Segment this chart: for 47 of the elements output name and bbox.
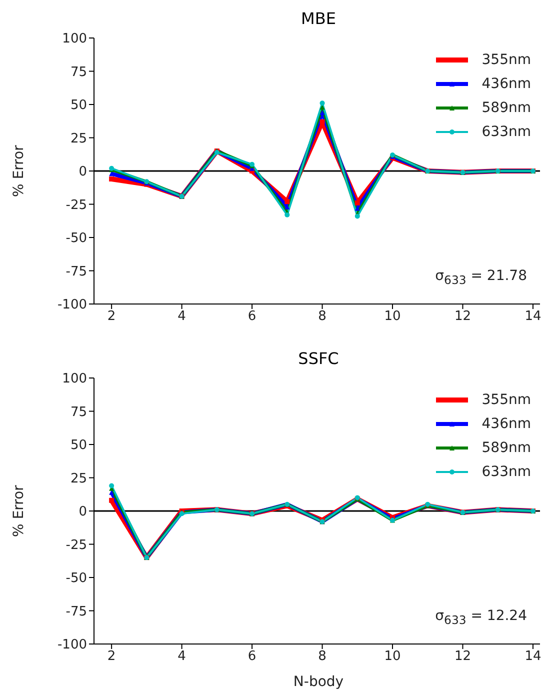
x-tick-label: 12 xyxy=(454,649,472,664)
y-tick-label: 100 xyxy=(62,32,87,47)
y-axis-title: % Error xyxy=(10,484,27,537)
y-tick-label: 100 xyxy=(62,372,87,387)
x-tick-label: 8 xyxy=(318,649,326,664)
legend-label: 589nm xyxy=(482,100,531,116)
x-tick-label: 10 xyxy=(384,309,401,324)
x-axis-title: N-body xyxy=(292,674,345,690)
x-tick-label: 6 xyxy=(248,309,256,324)
y-tick-label: 25 xyxy=(70,131,87,146)
y-tick-label: -100 xyxy=(57,298,87,313)
y-tick-label: 0 xyxy=(78,164,87,180)
y-axis-title: % Error xyxy=(10,144,27,197)
legend-label: 633nm xyxy=(482,464,531,480)
y-tick-label: -25 xyxy=(66,538,87,553)
annotation: σ$_{633}$ = 12.24 xyxy=(435,608,527,627)
y-tick-label: 50 xyxy=(70,98,87,114)
chart-title: MBE xyxy=(300,8,337,30)
y-tick-label: 25 xyxy=(70,471,87,486)
x-tick-label: 4 xyxy=(178,649,186,664)
y-tick-label: 50 xyxy=(70,438,87,454)
chart-title: SSFC xyxy=(297,348,340,370)
x-tick-label: 12 xyxy=(454,309,472,324)
x-tick-label: 8 xyxy=(318,309,326,324)
annotation: σ$_{633}$ = 21.78 xyxy=(435,268,527,287)
legend-label: 589nm xyxy=(482,440,531,456)
x-tick-label: 6 xyxy=(248,649,256,664)
x-tick-label: 14 xyxy=(524,309,542,324)
x-tick-label: 14 xyxy=(524,649,542,664)
y-tick-label: 75 xyxy=(70,404,87,420)
y-tick-label: -100 xyxy=(57,638,87,653)
x-tick-label: 2 xyxy=(107,309,116,324)
y-tick-label: 75 xyxy=(70,64,87,80)
legend-label: 633nm xyxy=(482,124,531,140)
legend-label: 436nm xyxy=(482,76,531,92)
x-tick-label: 10 xyxy=(384,649,401,664)
legend-label: 355nm xyxy=(482,392,531,408)
y-tick-label: -75 xyxy=(66,604,87,620)
y-tick-label: -50 xyxy=(66,571,87,586)
legend-label: 355nm xyxy=(482,52,531,68)
y-tick-label: 0 xyxy=(78,504,87,520)
x-tick-label: 4 xyxy=(178,309,186,324)
legend-label: 436nm xyxy=(482,416,531,432)
y-tick-label: -25 xyxy=(66,198,87,213)
y-tick-label: -75 xyxy=(66,264,87,280)
x-tick-label: 2 xyxy=(107,649,116,664)
y-tick-label: -50 xyxy=(66,231,87,246)
